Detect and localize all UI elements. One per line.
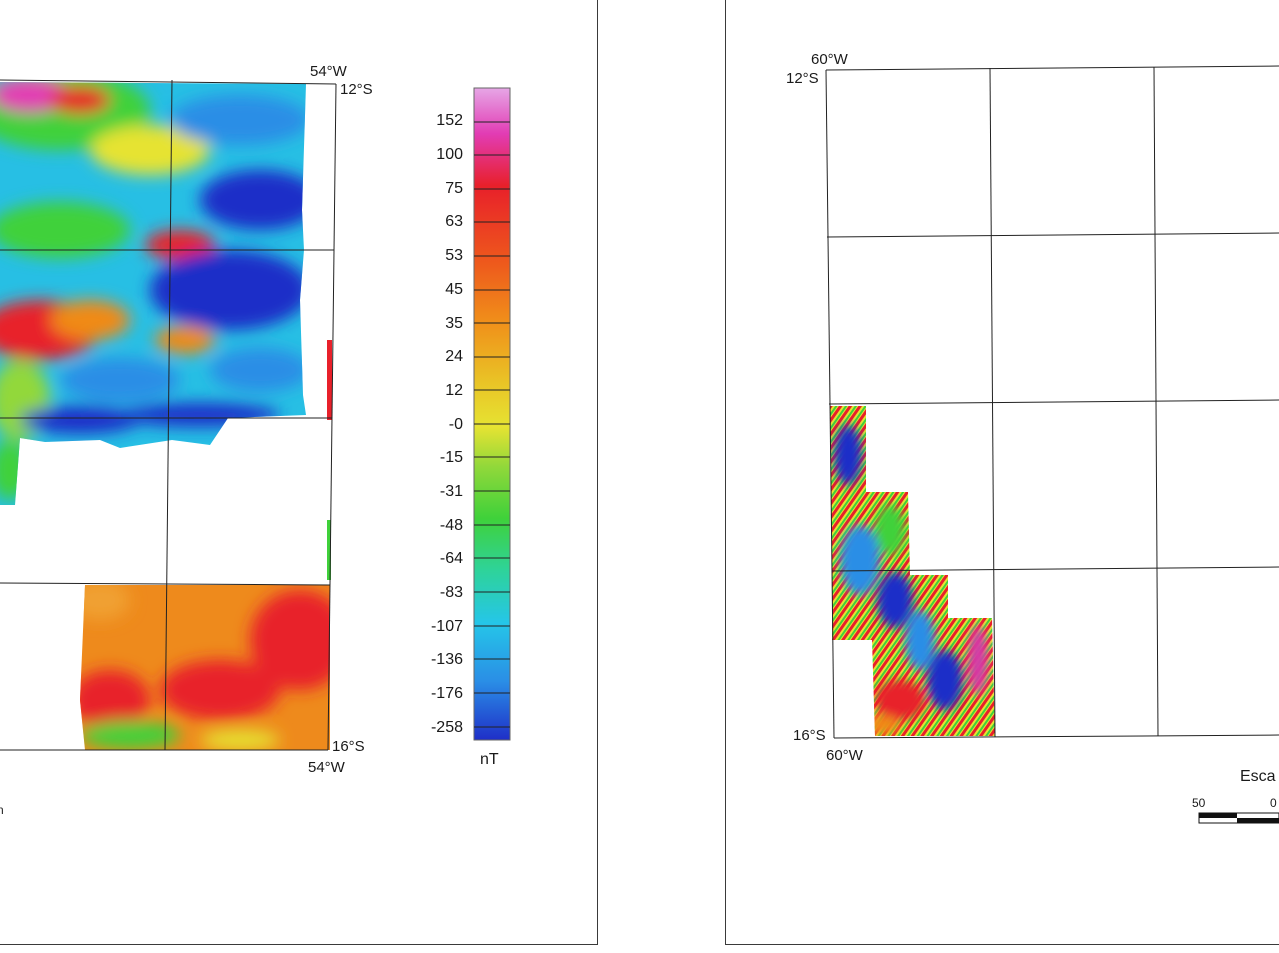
right-top-lat-label: 12°S — [786, 70, 819, 87]
colorbar-label: -176 — [430, 685, 463, 702]
colorbar-label: 12 — [445, 382, 463, 399]
colorbar-label: -0 — [448, 416, 463, 433]
colorbar-label: 35 — [445, 315, 463, 332]
left-top-lat-label: 12°S — [340, 81, 373, 98]
colorbar-label: -258 — [430, 719, 463, 736]
colorbar-label: 24 — [445, 348, 463, 365]
colorbar-label: -107 — [430, 618, 463, 635]
colorbar-label: -15 — [439, 449, 463, 466]
left-panel-frame — [0, 0, 598, 945]
right-bottom-lon-label: 60°W — [826, 747, 863, 764]
colorbar-label: -83 — [439, 584, 463, 601]
right-bottom-lat-label: 16°S — [793, 727, 826, 744]
colorbar-label: -64 — [439, 550, 463, 567]
colorbar-label: 45 — [445, 281, 463, 298]
scale-title: Esca — [1240, 768, 1276, 785]
left-bottom-lon-label: 54°W — [308, 759, 345, 776]
right-top-lon-label: 60°W — [811, 51, 848, 68]
left-bottom-lat-label: 16°S — [332, 738, 365, 755]
left-cut-text: n — [0, 803, 4, 817]
colorbar-label: -31 — [439, 483, 463, 500]
colorbar-label: 152 — [436, 112, 463, 129]
colorbar-unit: nT — [480, 751, 499, 768]
colorbar-label: -48 — [439, 517, 463, 534]
right-panel-frame — [725, 0, 1279, 945]
colorbar-label: 100 — [436, 146, 463, 163]
scale-left-value: 50 — [1192, 796, 1206, 810]
colorbar-label: 75 — [445, 180, 463, 197]
scale-right-value: 0 — [1270, 796, 1277, 810]
left-top-lon-label: 54°W — [310, 63, 347, 80]
colorbar-label: -136 — [430, 651, 463, 668]
colorbar-label: 63 — [445, 213, 463, 230]
colorbar-label: 53 — [445, 247, 463, 264]
